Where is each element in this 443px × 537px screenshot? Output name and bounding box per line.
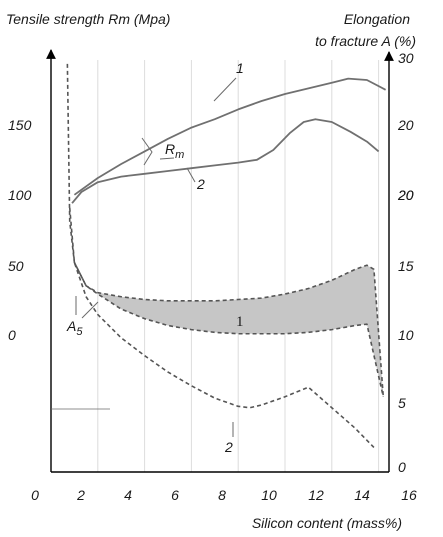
left-tick-label: 50 — [8, 258, 24, 274]
x-tick-label: 4 — [124, 487, 132, 503]
series-line-2 — [71, 118, 380, 204]
leader-line — [141, 137, 153, 166]
right-tick-label: 10 — [398, 327, 414, 343]
left-tick-label: 0 — [8, 327, 16, 343]
annotation-leaders — [51, 77, 237, 437]
curve-label-2: 2 — [196, 176, 205, 192]
a5-label-main: A — [66, 318, 76, 334]
leader-line — [81, 301, 99, 319]
series-lines — [66, 63, 387, 449]
left-tick-label: 150 — [8, 117, 32, 133]
series-line-1 — [73, 77, 387, 196]
series-line-3 — [66, 63, 385, 397]
x-axis-title: Silicon content (mass%) — [252, 515, 402, 531]
x-tick-label: 10 — [261, 487, 277, 503]
right-tick-label: 15 — [398, 258, 414, 274]
x-tick-label: 2 — [76, 487, 85, 503]
band-fill — [74, 262, 384, 397]
left-axis-title: Tensile strength Rm (Mpa) — [6, 11, 170, 27]
right-tick-label: 20 — [397, 187, 414, 203]
left-tick-label: 100 — [8, 187, 32, 203]
right-tick-label: 20 — [397, 117, 414, 133]
series-line-4 — [73, 262, 385, 397]
x-tick-label: 12 — [308, 487, 324, 503]
right-tick-label: 5 — [398, 395, 406, 411]
leader-line — [186, 167, 196, 183]
gridlines — [97, 60, 380, 472]
rm-label-subscript: m — [175, 149, 184, 161]
rm-label: Rm — [165, 141, 184, 161]
right-axis-title-line1: Elongation — [344, 11, 410, 27]
a5-label: A5 — [66, 318, 83, 338]
x-tick-label: 8 — [218, 487, 226, 503]
x-tick-label: 14 — [354, 487, 370, 503]
x-tick-label: 16 — [401, 487, 417, 503]
right-tick-label: 0 — [398, 459, 406, 475]
leader-line — [159, 157, 175, 160]
a5-label-subscript: 5 — [76, 326, 83, 338]
band-label-1: 1 — [236, 314, 244, 330]
x-tick-label: 0 — [31, 487, 39, 503]
right-tick-label: 30 — [398, 50, 414, 66]
series-line-5 — [68, 207, 375, 449]
leader-line — [213, 77, 237, 102]
right-axis-title-line2: to fracture A (%) — [315, 33, 416, 49]
curve-label-1: 1 — [236, 60, 244, 76]
right-tick-label: 20 — [397, 187, 414, 203]
curve-label-2-lower: 2 — [224, 439, 233, 455]
x-tick-label: 6 — [171, 487, 179, 503]
elongation-band — [74, 262, 384, 397]
rm-label-main: R — [165, 141, 175, 157]
